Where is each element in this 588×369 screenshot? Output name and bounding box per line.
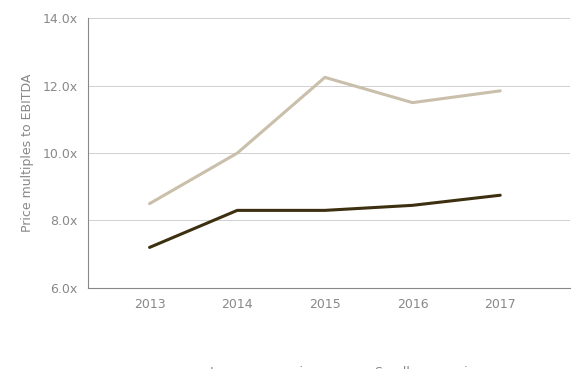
Legend: Large companies, Small companies: Large companies, Small companies [172, 361, 486, 369]
Large companies [146, 201, 153, 206]
Large companies [497, 89, 504, 93]
Small companies [497, 193, 504, 197]
Small companies [322, 208, 329, 213]
Large companies [409, 100, 416, 105]
Y-axis label: Price multiples to EBITDA: Price multiples to EBITDA [21, 74, 34, 232]
Small companies [233, 208, 240, 213]
Large companies [233, 151, 240, 155]
Small companies [146, 245, 153, 249]
Large companies [322, 75, 329, 80]
Line: Large companies: Large companies [149, 77, 500, 204]
Line: Small companies: Small companies [149, 195, 500, 247]
Small companies [409, 203, 416, 207]
